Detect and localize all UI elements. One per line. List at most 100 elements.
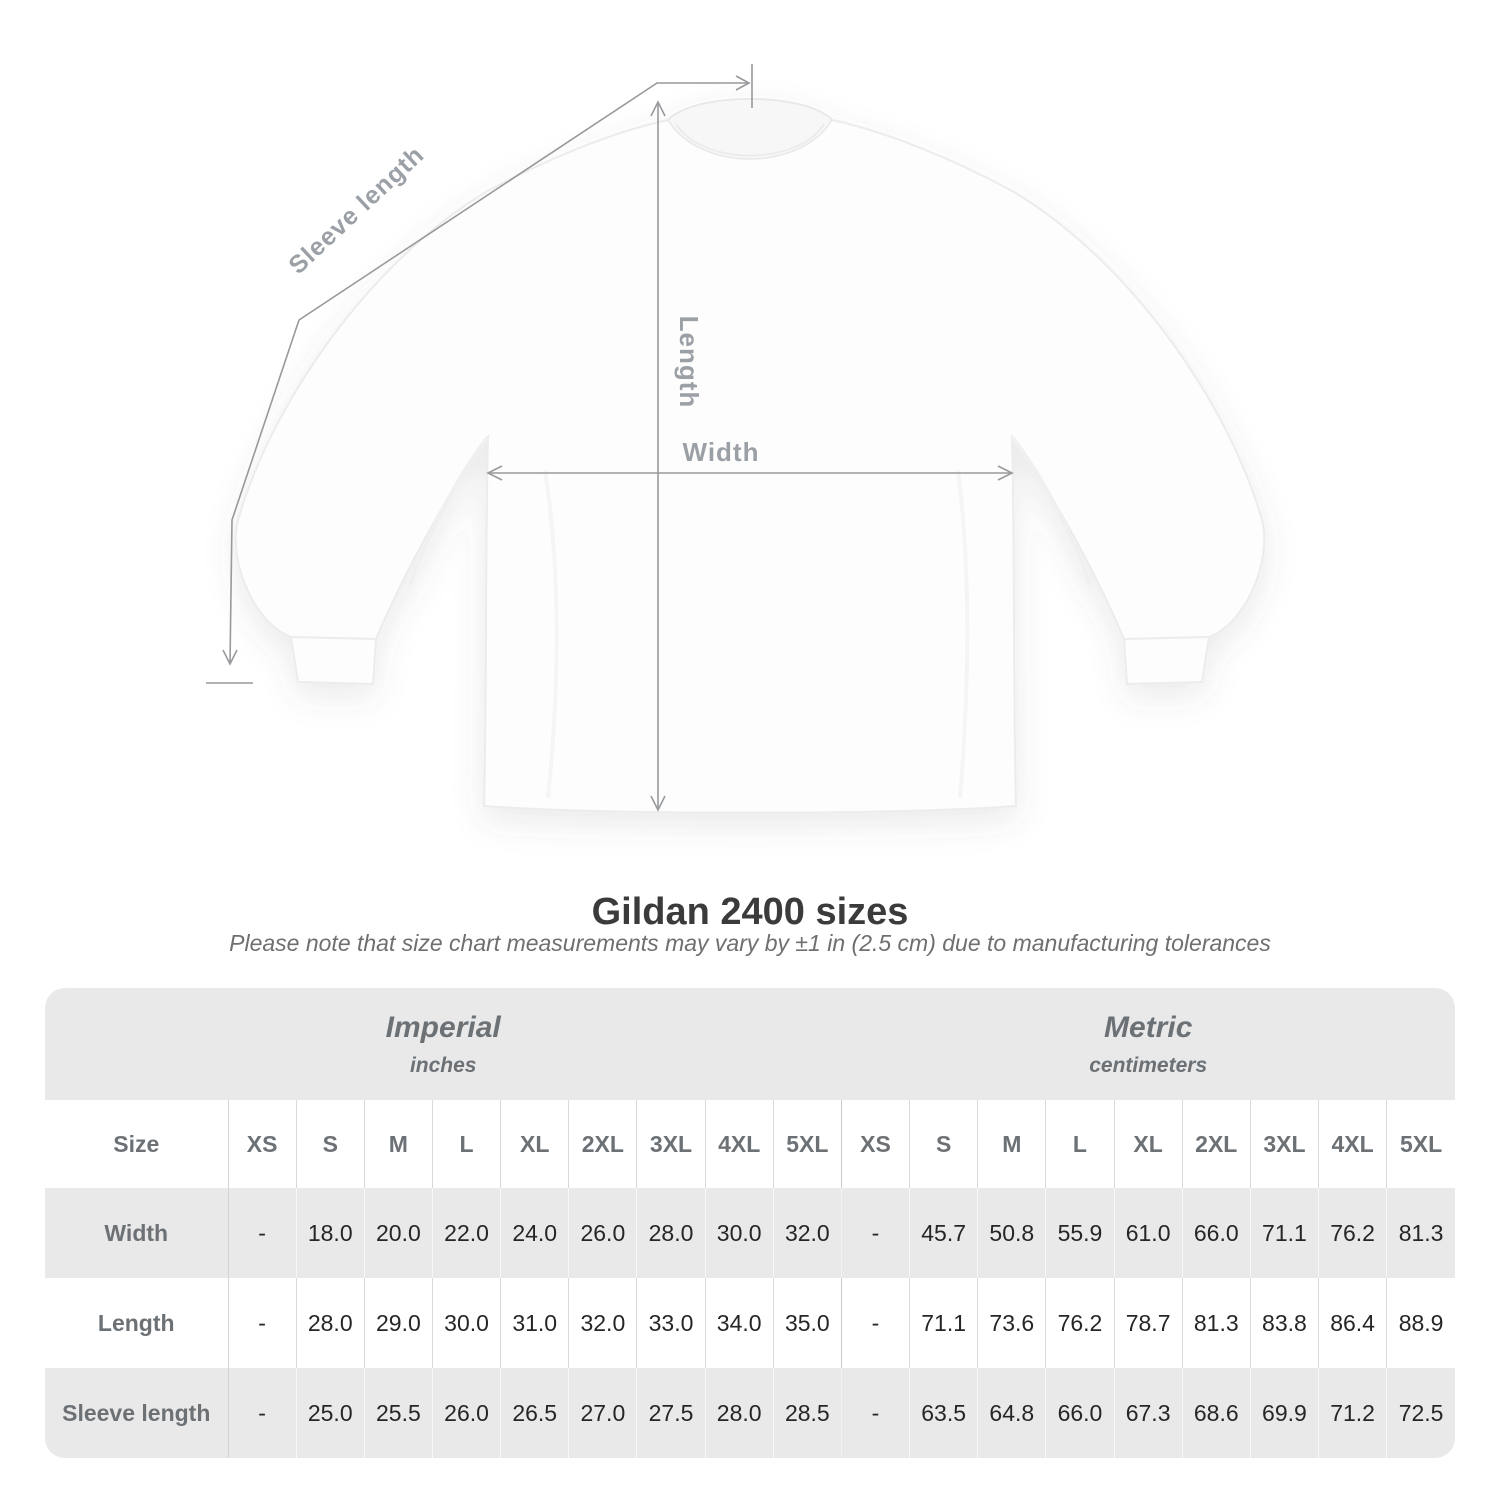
- length-label: Length: [674, 316, 704, 409]
- col-header-imperial-3xl: 3XL: [636, 1100, 706, 1188]
- cell-width-imperial-xl: 24.0: [500, 1188, 569, 1278]
- col-header-metric-3xl: 3XL: [1249, 1100, 1319, 1188]
- cell-length-metric-5xl: 88.9: [1386, 1278, 1455, 1368]
- cell-sleeve-length-metric-l: 66.0: [1045, 1368, 1115, 1458]
- col-header-imperial-xs: XS: [227, 1100, 297, 1188]
- cell-sleeve-length-metric-s: 63.5: [909, 1368, 978, 1458]
- long-sleeve-shirt-illustration: [234, 98, 1266, 814]
- col-header-metric-5xl: 5XL: [1386, 1100, 1455, 1188]
- cell-sleeve-length-imperial-m: 25.5: [363, 1368, 433, 1458]
- cell-sleeve-length-imperial-5xl: 28.5: [772, 1368, 842, 1458]
- tolerance-note: Please note that size chart measurements…: [229, 930, 1271, 956]
- cell-length-imperial-5xl: 35.0: [772, 1278, 842, 1368]
- col-header-metric-l: L: [1045, 1100, 1115, 1188]
- cell-sleeve-length-imperial-xl: 26.5: [500, 1368, 569, 1458]
- col-header-imperial-4xl: 4XL: [704, 1100, 774, 1188]
- width-arrowhead-right: [997, 465, 1014, 481]
- body-fold-right: [956, 469, 970, 799]
- cell-length-imperial-l: 30.0: [431, 1278, 501, 1368]
- page-title: Gildan 2400 sizes: [591, 891, 909, 933]
- cell-width-imperial-s: 18.0: [295, 1188, 365, 1278]
- cell-width-imperial-m: 20.0: [363, 1188, 433, 1278]
- length-arrowhead-down: [650, 795, 666, 812]
- cell-width-metric-xl: 61.0: [1113, 1188, 1183, 1278]
- cell-sleeve-length-metric-xs: -: [840, 1368, 910, 1458]
- cell-length-metric-3xl: 83.8: [1249, 1278, 1319, 1368]
- cell-width-metric-4xl: 76.2: [1317, 1188, 1387, 1278]
- shirt-svg: Sleeve length Length Width: [206, 64, 1266, 814]
- collar-opening: [667, 98, 833, 160]
- col-header-imperial-2xl: 2XL: [568, 1100, 637, 1188]
- col-header-imperial-l: L: [431, 1100, 501, 1188]
- metric-section-label: Metric: [1104, 1010, 1193, 1044]
- length-arrowhead-up: [650, 100, 666, 117]
- cell-sleeve-length-imperial-2xl: 27.0: [568, 1368, 637, 1458]
- cell-width-metric-3xl: 71.1: [1249, 1188, 1319, 1278]
- cell-width-metric-5xl: 81.3: [1386, 1188, 1455, 1278]
- sleeve-length-arrowhead-down: [222, 649, 238, 666]
- units-header-row: Imperial inches Metric centimeters: [45, 988, 1455, 1100]
- right-armpit-fold: [1010, 435, 1092, 586]
- cell-sleeve-length-metric-2xl: 68.6: [1181, 1368, 1251, 1458]
- width-label: Width: [683, 437, 760, 467]
- measurement-row-width: Width -18.0 20.0 22.0 24.0 26.0 28.0 30.0 32.0-4…: [45, 1188, 1455, 1278]
- col-header-imperial-s: S: [295, 1100, 365, 1188]
- measurement-row-length: Length -28.0 29.0 30.0 31.0 32.0 33.0 34.0 35.0-…: [45, 1278, 1455, 1368]
- metric-section-header: Metric centimeters: [841, 988, 1455, 1100]
- col-header-metric-4xl: 4XL: [1317, 1100, 1387, 1188]
- cell-length-metric-s: 71.1: [909, 1278, 978, 1368]
- col-header-metric-m: M: [977, 1100, 1046, 1188]
- imperial-section-header: Imperial inches: [45, 988, 842, 1100]
- collar-band-seam: [675, 123, 825, 157]
- col-header-metric-s: S: [909, 1100, 978, 1188]
- cell-length-imperial-xs: -: [227, 1278, 297, 1368]
- cell-sleeve-length-metric-xl: 67.3: [1113, 1368, 1183, 1458]
- size-chart: Imperial inches Metric centimeters Size …: [45, 988, 1455, 1458]
- right-cuff-seam: [1123, 636, 1210, 640]
- col-header-imperial-5xl: 5XL: [772, 1100, 842, 1188]
- row-label-width: Width: [45, 1188, 228, 1278]
- imperial-section-label: Imperial: [385, 1010, 501, 1044]
- row-label-length: Length: [45, 1278, 228, 1368]
- cell-width-metric-xs: -: [840, 1188, 910, 1278]
- cell-sleeve-length-imperial-xs: -: [227, 1368, 297, 1458]
- sleeve-length-arrowhead-right: [735, 75, 751, 91]
- col-header-imperial-xl: XL: [500, 1100, 569, 1188]
- cell-sleeve-length-imperial-s: 25.0: [295, 1368, 365, 1458]
- imperial-unit-label: inches: [409, 1053, 477, 1077]
- cell-length-imperial-3xl: 33.0: [636, 1278, 706, 1368]
- left-armpit-fold: [408, 435, 490, 586]
- cell-length-metric-2xl: 81.3: [1181, 1278, 1251, 1368]
- cell-length-metric-m: 73.6: [977, 1278, 1046, 1368]
- cell-sleeve-length-metric-m: 64.8: [977, 1368, 1046, 1458]
- cell-width-imperial-3xl: 28.0: [636, 1188, 706, 1278]
- left-cuff-seam: [290, 636, 377, 640]
- col-header-imperial-m: M: [363, 1100, 433, 1188]
- cell-width-imperial-5xl: 32.0: [772, 1188, 842, 1278]
- measurement-row-sleeve-length: Sleeve length -25.0 25.5 26.0 26.5 27.0 27.5 28…: [45, 1368, 1455, 1458]
- cell-width-metric-l: 55.9: [1045, 1188, 1115, 1278]
- size-chart-table: Imperial inches Metric centimeters Size …: [45, 988, 1455, 1458]
- cell-length-imperial-4xl: 34.0: [704, 1278, 774, 1368]
- cell-sleeve-length-metric-3xl: 69.9: [1249, 1368, 1319, 1458]
- metric-unit-label: centimeters: [1089, 1053, 1208, 1077]
- shirt-measurement-diagram: Sleeve length Length Width: [206, 64, 1266, 814]
- col-header-metric-xs: XS: [840, 1100, 910, 1188]
- width-arrowhead-left: [486, 465, 503, 481]
- cell-sleeve-length-metric-4xl: 71.2: [1317, 1368, 1387, 1458]
- cell-length-imperial-s: 28.0: [295, 1278, 365, 1368]
- cell-sleeve-length-imperial-4xl: 28.0: [704, 1368, 774, 1458]
- size-header-row: Size XS S M L XL 2XL 3XL 4XL 5XL XS S M L XL 2XL 3XL 4XL…: [45, 1100, 1455, 1188]
- cell-length-metric-xl: 78.7: [1113, 1278, 1183, 1368]
- cell-length-metric-l: 76.2: [1045, 1278, 1115, 1368]
- cell-sleeve-length-metric-5xl: 72.5: [1386, 1368, 1455, 1458]
- cell-length-imperial-xl: 31.0: [500, 1278, 569, 1368]
- cell-width-metric-2xl: 66.0: [1181, 1188, 1251, 1278]
- row-label-sleeve-length: Sleeve length: [45, 1368, 228, 1458]
- shirt-silhouette: [234, 98, 1266, 814]
- cell-length-imperial-m: 29.0: [363, 1278, 433, 1368]
- cell-width-imperial-xs: -: [227, 1188, 297, 1278]
- cell-width-metric-s: 45.7: [909, 1188, 978, 1278]
- cell-sleeve-length-imperial-l: 26.0: [431, 1368, 501, 1458]
- size-column-header: Size: [45, 1100, 228, 1188]
